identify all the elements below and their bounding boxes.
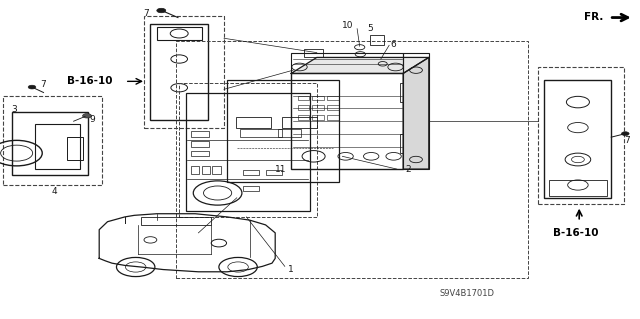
Text: 3: 3 xyxy=(12,105,17,114)
Bar xyxy=(291,73,403,169)
Bar xyxy=(3,96,102,185)
Bar xyxy=(144,16,224,128)
Bar xyxy=(312,105,324,110)
Text: B-16-10: B-16-10 xyxy=(67,76,112,86)
Bar xyxy=(176,41,528,278)
Text: 7: 7 xyxy=(41,80,46,89)
Bar xyxy=(191,141,209,147)
Bar xyxy=(282,117,317,128)
Bar xyxy=(538,67,624,204)
Bar xyxy=(304,49,323,57)
Bar xyxy=(400,134,406,153)
Text: 4: 4 xyxy=(52,187,57,196)
Text: 5: 5 xyxy=(367,24,372,33)
Bar xyxy=(240,129,282,137)
Text: 7: 7 xyxy=(624,136,630,145)
Circle shape xyxy=(28,85,36,89)
Bar xyxy=(191,166,199,174)
Bar xyxy=(191,151,209,156)
Bar xyxy=(549,180,607,196)
Bar xyxy=(202,166,210,174)
Text: B-16-10: B-16-10 xyxy=(553,228,599,238)
Bar xyxy=(243,186,259,191)
Bar xyxy=(35,124,80,169)
Bar xyxy=(291,53,403,73)
Bar xyxy=(403,53,429,169)
Text: FR.: FR. xyxy=(584,11,604,22)
Bar xyxy=(370,35,384,45)
Bar xyxy=(67,137,83,160)
Bar xyxy=(298,105,309,110)
Bar xyxy=(227,80,339,182)
Bar xyxy=(191,131,209,137)
Text: S9V4B1701D: S9V4B1701D xyxy=(440,289,495,298)
Bar xyxy=(179,83,317,217)
Text: 7: 7 xyxy=(143,9,148,18)
Text: 10: 10 xyxy=(342,21,353,30)
Bar xyxy=(243,170,259,175)
Bar xyxy=(298,96,309,100)
Bar xyxy=(312,96,324,100)
Bar xyxy=(312,115,324,120)
Bar xyxy=(150,24,208,120)
Bar xyxy=(327,115,339,120)
Bar xyxy=(186,93,310,211)
Bar xyxy=(327,96,339,100)
Circle shape xyxy=(157,8,166,13)
Bar xyxy=(544,80,611,198)
Bar xyxy=(400,83,406,102)
Polygon shape xyxy=(403,57,429,169)
Text: 9: 9 xyxy=(90,115,95,124)
Circle shape xyxy=(83,114,92,118)
Text: 2: 2 xyxy=(406,165,411,174)
Bar xyxy=(327,105,339,110)
Bar xyxy=(278,129,301,137)
Bar xyxy=(212,166,221,174)
Bar xyxy=(12,112,88,175)
Circle shape xyxy=(621,132,629,136)
Bar xyxy=(157,27,202,40)
Bar xyxy=(141,217,211,225)
Polygon shape xyxy=(291,57,429,73)
Text: 6: 6 xyxy=(390,40,396,49)
Text: 1: 1 xyxy=(289,265,294,274)
Bar xyxy=(298,115,309,120)
Bar xyxy=(266,170,282,175)
Text: 11: 11 xyxy=(275,165,287,174)
Bar xyxy=(236,117,271,128)
